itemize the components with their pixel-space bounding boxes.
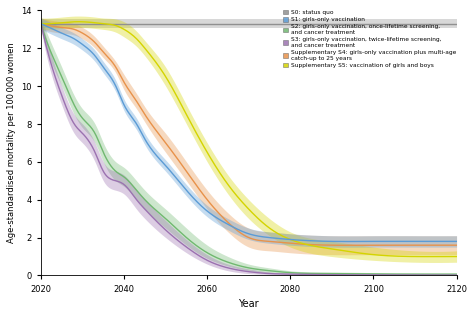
Legend: S0: status quo, S1: girls-only vaccination, S2: girls-only vaccination, once-lif: S0: status quo, S1: girls-only vaccinati…	[281, 8, 458, 70]
X-axis label: Year: Year	[238, 299, 259, 309]
Y-axis label: Age-standardised mortality per 100 000 women: Age-standardised mortality per 100 000 w…	[7, 43, 16, 243]
